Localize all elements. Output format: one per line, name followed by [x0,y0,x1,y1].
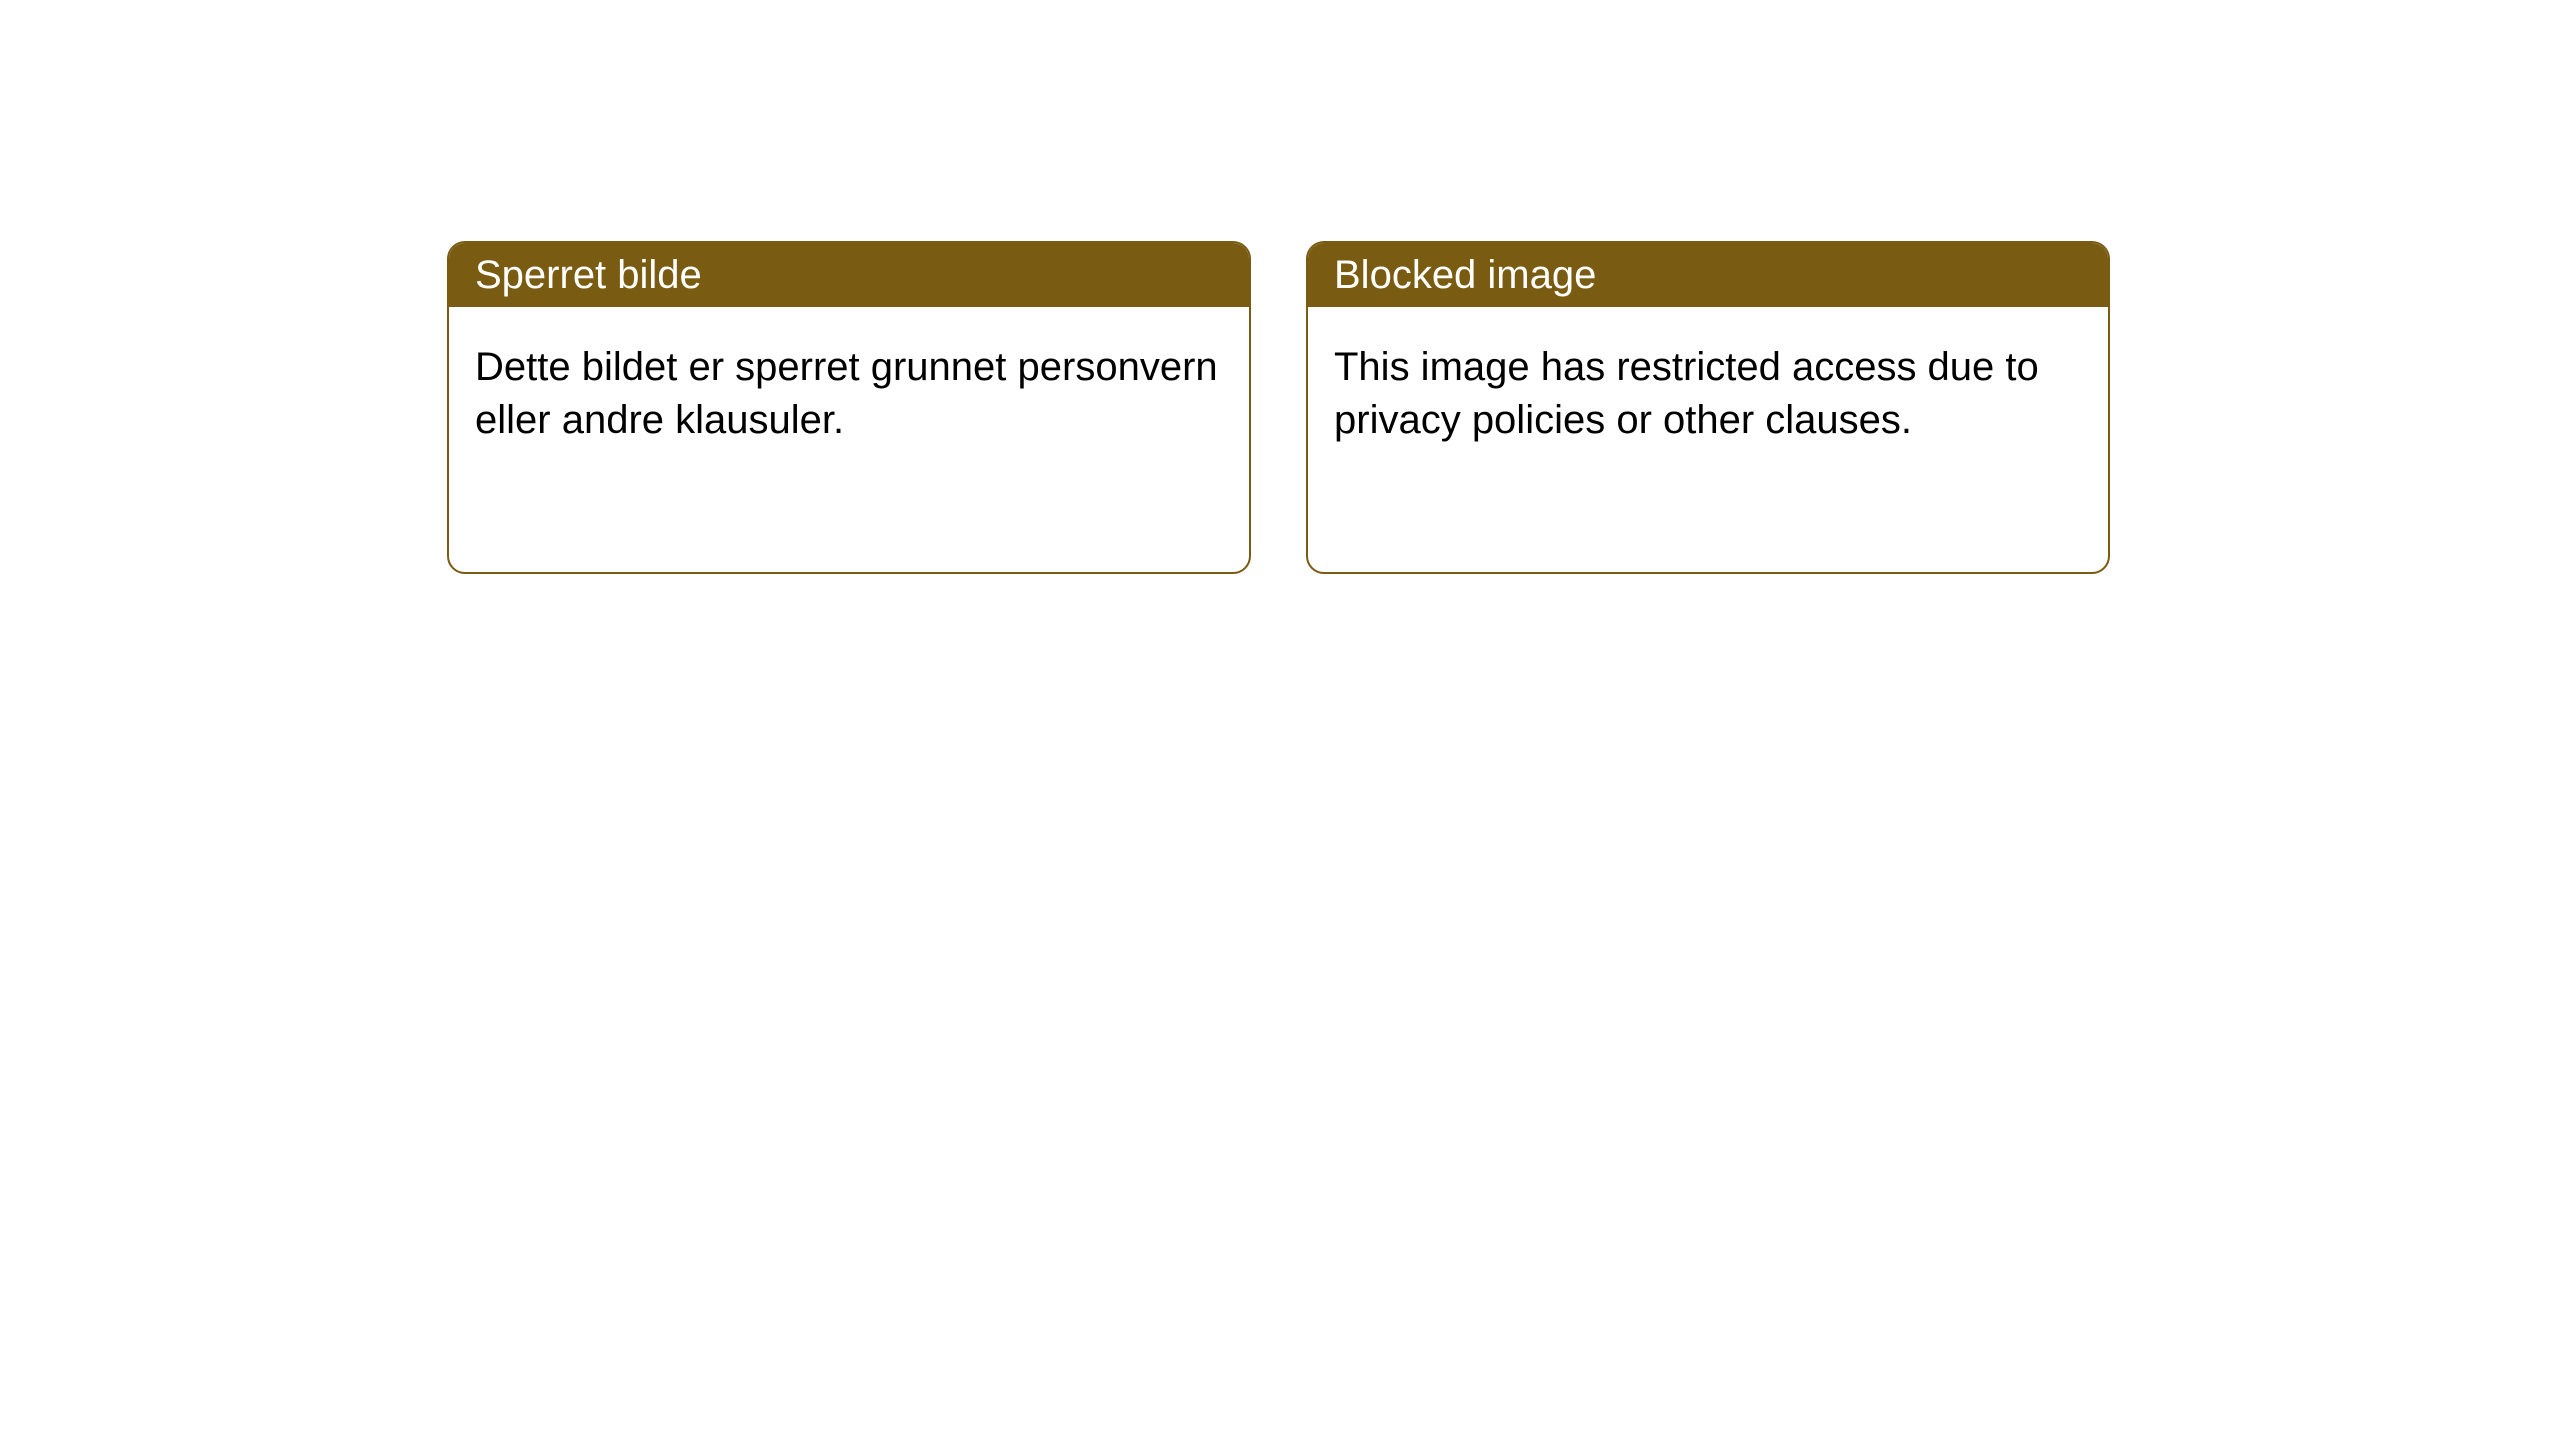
notice-title: Sperret bilde [475,253,702,297]
notice-body: This image has restricted access due to … [1308,307,2108,481]
notice-card-english: Blocked image This image has restricted … [1306,241,2110,574]
notice-body: Dette bildet er sperret grunnet personve… [449,307,1249,481]
notice-header: Blocked image [1308,243,2108,307]
notice-title: Blocked image [1334,253,1596,297]
notice-header: Sperret bilde [449,243,1249,307]
notice-body-text: Dette bildet er sperret grunnet personve… [475,345,1218,442]
notice-body-text: This image has restricted access due to … [1334,345,2039,442]
notice-card-norwegian: Sperret bilde Dette bildet er sperret gr… [447,241,1251,574]
notice-container: Sperret bilde Dette bildet er sperret gr… [0,0,2560,574]
